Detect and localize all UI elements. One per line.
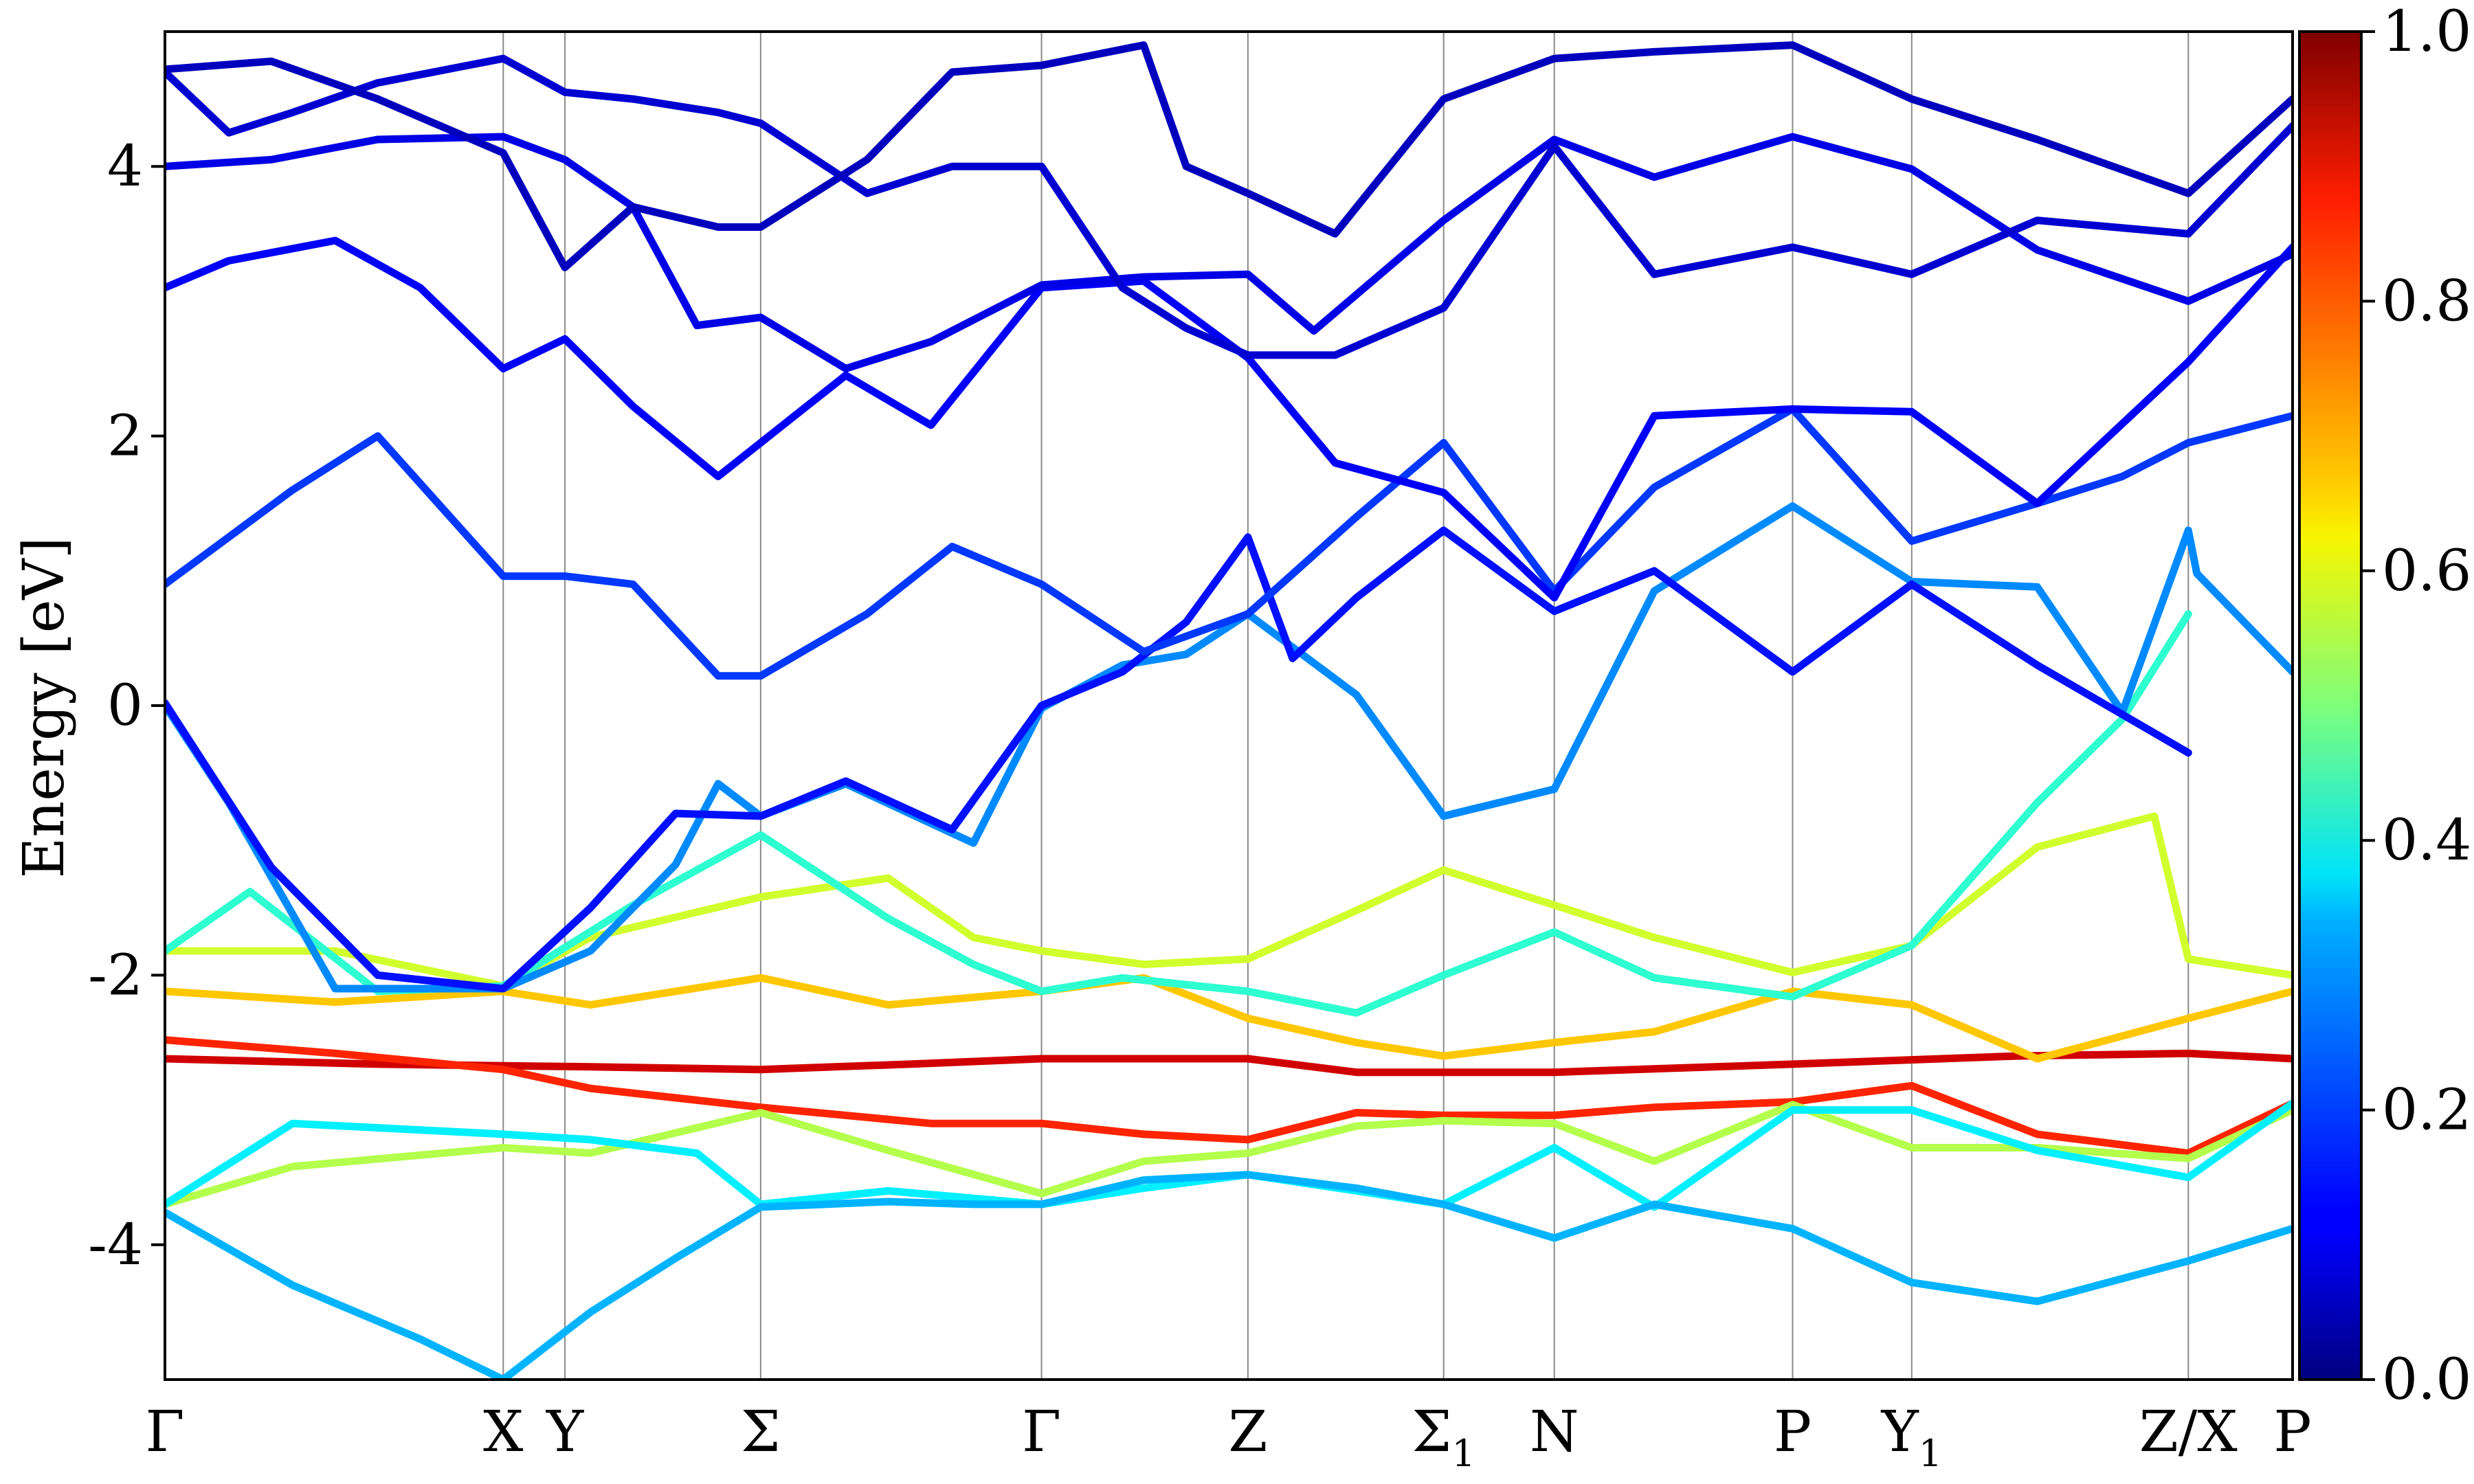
x-tick-label-9: Y1 — [1881, 1399, 1943, 1475]
x-tick-label-11: P — [2273, 1399, 2311, 1465]
colorbar-tick-label-0: 0.0 — [2382, 1347, 2471, 1413]
band-line-11 — [165, 236, 2293, 602]
band-line-3 — [165, 974, 2293, 1063]
band-line-2 — [165, 812, 2293, 990]
band-line-12 — [165, 133, 2293, 372]
band-line-8 — [165, 502, 2293, 993]
x-tick-label-4: Γ — [1022, 1399, 1061, 1465]
x-axis: Γ X Y Σ Γ Z Σ1 N P Y1 Z/X P — [146, 1399, 2312, 1475]
band-line-10 — [165, 405, 2293, 680]
y-tick-label-0: -4 — [88, 1213, 143, 1278]
y-tick-label-1: -2 — [88, 943, 143, 1008]
band-line-13 — [165, 54, 2293, 359]
colorbar-ticks: 0.0 0.2 0.4 0.6 0.8 1.0 — [2361, 0, 2471, 1413]
band-line-7 — [165, 1171, 2293, 1380]
x-tick-label-5: Z — [1228, 1399, 1267, 1465]
x-tick-label-6: Σ1 — [1412, 1399, 1475, 1475]
x-tick-label-10: Z/X — [2139, 1399, 2238, 1465]
y-axis-label: Energy [eV] — [12, 537, 77, 878]
colorbar-tick-label-2: 0.4 — [2382, 808, 2471, 873]
colorbar: 0.0 0.2 0.4 0.6 0.8 1.0 — [2298, 0, 2471, 1413]
band-line-1 — [165, 1036, 2293, 1157]
x-tick-label-0: Γ — [146, 1399, 185, 1465]
band-lines — [165, 41, 2293, 1380]
colorbar-tick-label-5: 1.0 — [2382, 0, 2471, 65]
x-tick-label-1: X — [483, 1399, 523, 1465]
colorbar-tick-label-4: 0.8 — [2382, 269, 2471, 334]
x-tick-label-8: P — [1774, 1399, 1812, 1465]
band-line-6 — [165, 610, 2192, 1017]
y-axis: -4 -2 0 2 4 — [88, 134, 165, 1278]
band-line-4 — [165, 1101, 2293, 1208]
x-tick-label-7: N — [1530, 1399, 1579, 1465]
y-tick-label-3: 2 — [107, 404, 143, 469]
high-symmetry-gridlines — [502, 32, 2189, 1380]
y-tick-label-2: 0 — [107, 673, 143, 739]
colorbar-tick-label-1: 0.2 — [2382, 1078, 2471, 1143]
y-tick-label-4: 4 — [107, 134, 143, 199]
band-line-0 — [165, 1049, 2293, 1077]
x-tick-label-2: Y — [546, 1399, 584, 1465]
colorbar-tick-label-3: 0.6 — [2382, 539, 2471, 604]
x-tick-label-3: Σ — [741, 1399, 781, 1465]
band-line-9 — [165, 526, 2192, 993]
colorbar-gradient — [2298, 30, 2363, 1381]
plot-area: -4 -2 0 2 4 Γ X Y Σ Γ Z Σ1 N P Y1 Z/X P Energy [eV] — [12, 30, 2312, 1475]
band-line-14 — [165, 41, 2293, 271]
